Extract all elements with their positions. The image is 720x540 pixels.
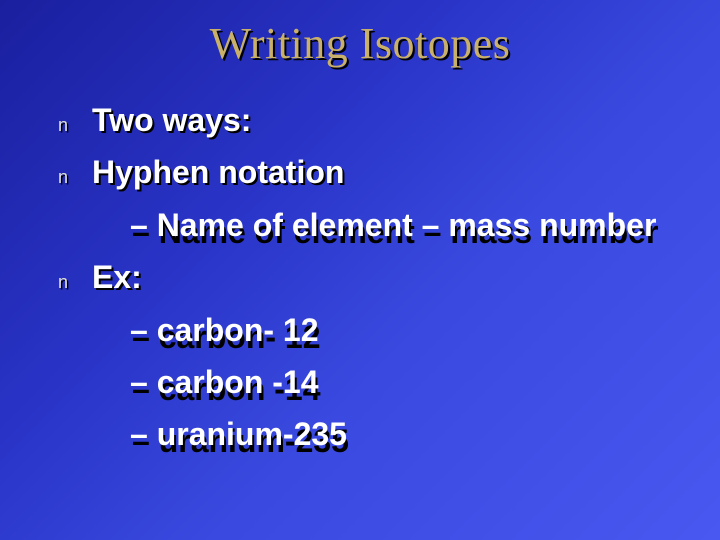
- sub-item: – Name of element – mass number – Name o…: [58, 202, 690, 248]
- bullet-icon: n n: [58, 158, 92, 186]
- sub-item-text: – carbon- 12 – carbon- 12: [130, 312, 319, 348]
- list-item: n n Ex: Ex:: [58, 254, 690, 300]
- sub-item: – carbon -14 – carbon -14: [58, 359, 690, 405]
- item-text: Two ways: Two ways:: [92, 97, 251, 143]
- item-text: Ex: Ex:: [92, 254, 142, 300]
- bullet-icon: n n: [58, 263, 92, 291]
- list-item: n n Two ways: Two ways:: [58, 97, 690, 143]
- slide: Writing Isotopes Writing Isotopes n n Tw…: [0, 0, 720, 540]
- sub-item-text: – carbon -14 – carbon -14: [130, 364, 319, 400]
- bullet-icon: n n: [58, 106, 92, 134]
- list-item: n n Hyphen notation Hyphen notation: [58, 149, 690, 195]
- sub-item: – uranium-235 – uranium-235: [58, 411, 690, 457]
- sub-item-text: – Name of element – mass number – Name o…: [130, 207, 656, 243]
- sub-item-text: – uranium-235 – uranium-235: [130, 416, 347, 452]
- sub-item: – carbon- 12 – carbon- 12: [58, 307, 690, 353]
- title-text: Writing Isotopes: [210, 19, 511, 68]
- slide-body: n n Two ways: Two ways: n n Hyphen notat…: [30, 97, 690, 458]
- item-text: Hyphen notation Hyphen notation: [92, 149, 344, 195]
- slide-title: Writing Isotopes Writing Isotopes: [30, 18, 690, 69]
